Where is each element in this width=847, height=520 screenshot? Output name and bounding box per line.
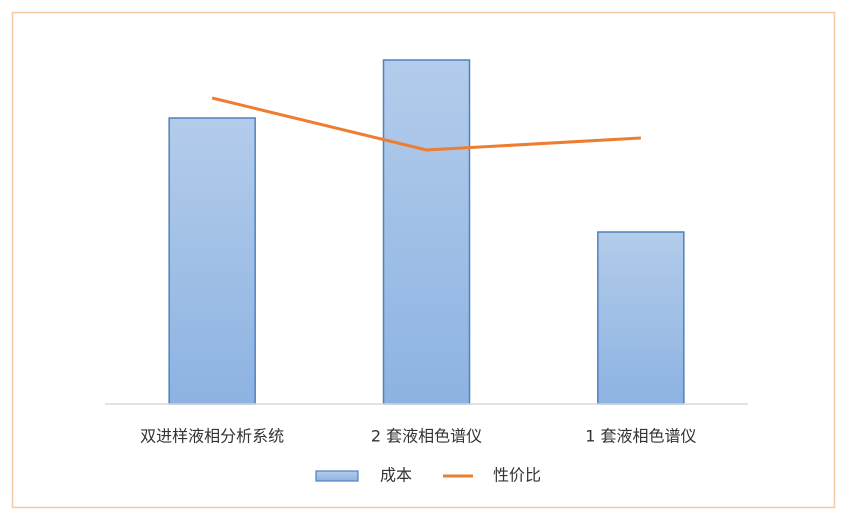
line (211, 96, 641, 152)
bar (382, 59, 471, 405)
bar (168, 117, 256, 405)
x-tick-label: 1 套液相色谱仪 (585, 427, 696, 446)
legend-swatch (315, 470, 359, 482)
bar (597, 231, 685, 405)
x-tick-label: 2 套液相色谱仪 (371, 427, 482, 446)
legend-label: 成本 (380, 466, 412, 485)
x-tick-label: 双进样液相分析系统 (140, 427, 284, 446)
legend-label: 性价比 (493, 466, 541, 485)
